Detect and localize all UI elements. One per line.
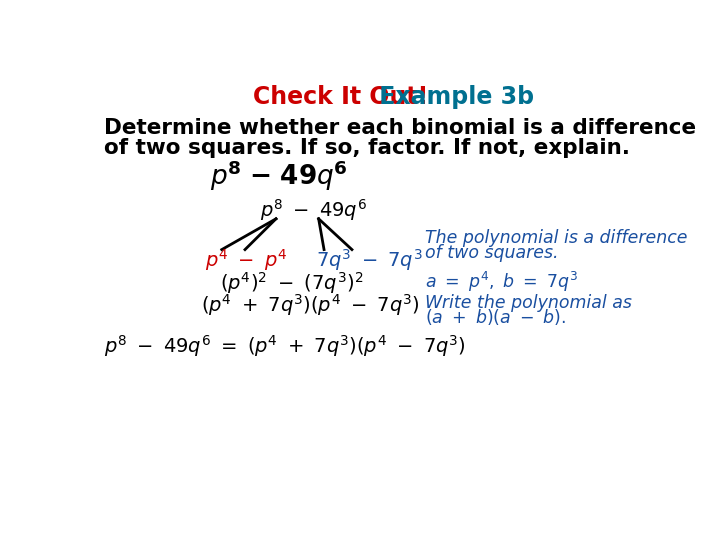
Text: The polynomial is a difference: The polynomial is a difference [425,229,688,247]
Text: $p^8\ -\ 49q^6\ =\ (p^4\ +\ 7q^3)(p^4\ -\ 7q^3)$: $p^8\ -\ 49q^6\ =\ (p^4\ +\ 7q^3)(p^4\ -… [104,333,466,359]
Text: Determine whether each binomial is a difference: Determine whether each binomial is a dif… [104,118,696,138]
Text: $7q^3\ -\ 7q^3$: $7q^3\ -\ 7q^3$ [316,247,423,273]
Text: of two squares. If so, factor. If not, explain.: of two squares. If so, factor. If not, e… [104,138,630,158]
Text: Example 3b: Example 3b [371,85,534,109]
Text: Write the polynomial as: Write the polynomial as [425,294,631,312]
Text: Check It Out!: Check It Out! [253,85,428,109]
Text: $(a\ +\ b)(a\ -\ b).$: $(a\ +\ b)(a\ -\ b).$ [425,307,566,327]
Text: $(p^4\ +\ 7q^3)(p^4\ -\ 7q^3)$: $(p^4\ +\ 7q^3)(p^4\ -\ 7q^3)$ [201,292,420,318]
Text: $p^8\ -\ 49q^6$: $p^8\ -\ 49q^6$ [261,197,367,222]
Text: $a\ =\ p^4,\ b\ =\ 7q^3$: $a\ =\ p^4,\ b\ =\ 7q^3$ [425,270,578,294]
Text: $\mathbf{\mathit{p}}^{\mathbf{8}}\ \mathbf{-}\ \mathbf{49}\mathbf{\mathit{q}}^{\: $\mathbf{\mathit{p}}^{\mathbf{8}}\ \math… [210,158,348,193]
Text: $p^4\ -\ p^4$: $p^4\ -\ p^4$ [204,247,287,273]
Text: of two squares.: of two squares. [425,245,558,262]
Text: $(p^4)^2\ -\ (7q^3)^2$: $(p^4)^2\ -\ (7q^3)^2$ [220,271,364,296]
